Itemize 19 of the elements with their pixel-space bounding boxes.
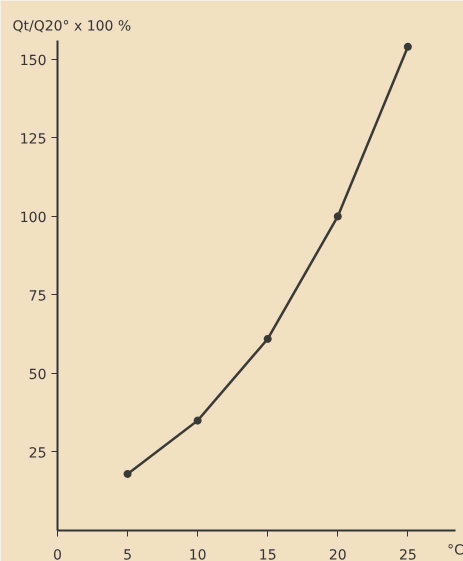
point <box>404 42 412 51</box>
y-tick-label: 75 <box>28 288 47 304</box>
y-tick-label: 25 <box>28 445 47 462</box>
x-tick-label: 15 <box>258 548 277 561</box>
point <box>124 470 132 478</box>
point <box>264 334 272 343</box>
y-tick-label: 150 <box>20 52 47 69</box>
x-tick-label: 25 <box>398 548 417 561</box>
x-tick-label: 0 <box>53 548 62 561</box>
x-tick-label: 20 <box>328 548 347 561</box>
x-tick-label: 5 <box>123 548 132 561</box>
y-tick-label: 125 <box>20 131 47 148</box>
y-axis-title: Qt/Q20° x 100 % <box>12 18 132 34</box>
x-axis-title: °C <box>447 542 463 558</box>
y-tick-label: 50 <box>28 366 47 383</box>
point <box>194 416 202 425</box>
y-tick-label: 100 <box>20 210 47 226</box>
x-tick-label: 10 <box>188 548 207 561</box>
point <box>334 212 342 220</box>
